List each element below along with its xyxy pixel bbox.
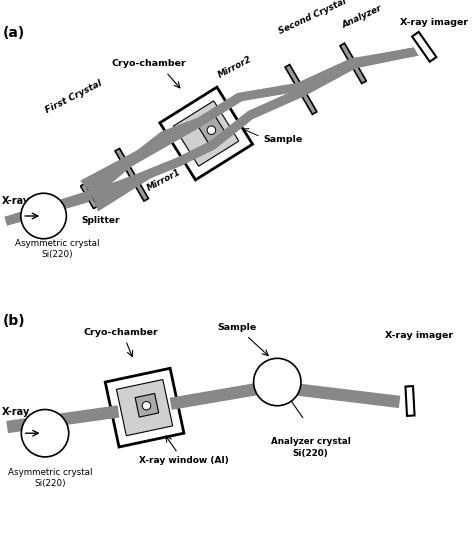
Text: Cryo-chamber: Cryo-chamber — [112, 59, 187, 68]
Text: Analyzer crystal
Si(220): Analyzer crystal Si(220) — [271, 438, 350, 458]
Circle shape — [207, 126, 216, 135]
Polygon shape — [170, 382, 260, 410]
Text: Sample: Sample — [263, 135, 302, 143]
Bar — [173, 101, 239, 166]
Bar — [115, 148, 148, 201]
Circle shape — [142, 401, 151, 410]
Bar — [340, 43, 366, 84]
Text: X-ray imager: X-ray imager — [385, 331, 454, 340]
Bar — [40, 429, 57, 437]
Bar — [105, 368, 184, 447]
Text: Asymmetric crystal
Si(220): Asymmetric crystal Si(220) — [8, 468, 92, 488]
Bar — [81, 184, 98, 208]
Text: First Crystal: First Crystal — [44, 79, 103, 115]
Text: Mirror2: Mirror2 — [216, 54, 253, 80]
Text: Splitter: Splitter — [81, 216, 120, 225]
Text: Sample: Sample — [218, 323, 256, 332]
Text: X-ray window (Al): X-ray window (Al) — [139, 456, 229, 464]
Text: (b): (b) — [2, 314, 25, 328]
Circle shape — [254, 358, 301, 406]
Text: X-ray imager: X-ray imager — [400, 18, 468, 26]
Bar — [135, 393, 159, 417]
Text: Second Crystal: Second Crystal — [278, 0, 348, 36]
Polygon shape — [293, 383, 401, 408]
Polygon shape — [89, 48, 419, 199]
Polygon shape — [6, 405, 119, 433]
Bar — [198, 116, 226, 143]
Bar — [412, 32, 437, 62]
Bar — [160, 87, 253, 180]
Text: (a): (a) — [2, 26, 25, 40]
Bar — [405, 386, 415, 416]
Text: Asymmetric crystal
Si(220): Asymmetric crystal Si(220) — [15, 238, 99, 259]
Polygon shape — [89, 48, 419, 200]
Polygon shape — [4, 193, 89, 226]
Text: X-ray: X-ray — [1, 196, 30, 206]
Bar — [39, 212, 56, 220]
Text: Cryo-chamber: Cryo-chamber — [83, 328, 158, 336]
Text: Analyzer: Analyzer — [341, 3, 384, 30]
Text: Mirror1: Mirror1 — [145, 167, 182, 193]
Bar — [117, 380, 173, 436]
Circle shape — [21, 410, 69, 457]
Bar — [81, 184, 98, 208]
Polygon shape — [13, 190, 93, 223]
Circle shape — [21, 193, 66, 238]
Polygon shape — [80, 118, 202, 191]
Polygon shape — [93, 141, 215, 212]
Bar — [268, 379, 286, 386]
Text: X-ray: X-ray — [1, 408, 30, 417]
Bar — [285, 65, 317, 114]
